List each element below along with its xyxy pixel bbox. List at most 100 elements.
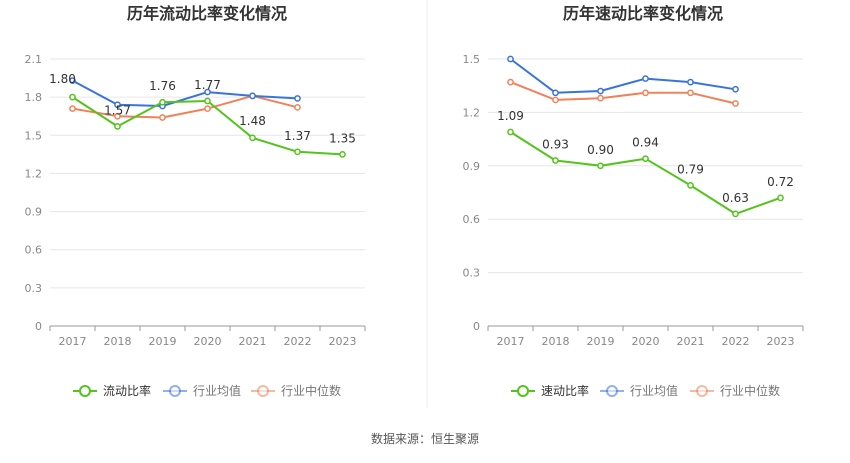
industry-median-series-point [114,112,121,120]
chart-2: 历年速动比率变化情况 0 0.3 0.6 0.9 1.2 1.5 2017 2018 2019 20… [463,4,804,398]
legend-industry-median: 行业中位数 [251,383,341,398]
industry-median-series-point [687,89,694,97]
data-label: 0.94 [632,136,659,150]
primary-series-point [552,157,559,164]
legend-primary: 流动比率 [73,383,151,398]
y-tick-label: 0 [473,320,480,333]
industry-median-series-point [294,103,301,111]
y-tick-label: 1.2 [463,106,481,119]
data-label: 0.72 [767,175,794,189]
primary-series-point [159,98,166,106]
x-tick-label: 2021 [677,335,705,348]
primary-series-point [69,93,76,101]
x-tick-label: 2020 [632,335,660,348]
legend-marker-icon [606,385,618,397]
industry-avg-series-point [507,55,514,63]
primary-series-point [777,194,784,202]
primary-series-point [642,155,649,163]
x-tick-label: 2019 [149,335,177,348]
industry-avg-series-point [732,85,739,93]
legend-marker-icon [169,385,181,397]
industry-avg-series-point [597,87,604,95]
legend-label: 速动比率 [541,383,589,398]
primary-series-point [339,151,346,158]
industry-median-series-point [204,105,211,112]
industry-avg-series-point [294,95,301,102]
y-tick-label: 0.6 [25,244,43,257]
industry-avg-series-point [114,101,121,109]
legend-label: 流动比率 [103,383,151,398]
x-tick-label: 2023 [767,335,795,348]
legend-marker-icon [257,385,269,397]
legend-marker-icon [696,385,708,397]
industry-median-series-point [732,100,739,107]
x-tick-label: 2023 [329,335,357,348]
x-tick-label: 2021 [239,335,267,348]
industry-avg-series-point [687,78,694,86]
data-label: 0.79 [677,162,704,176]
industry-median-series-line [510,81,736,105]
legend-industry-avg: 行业均值 [163,383,241,398]
legend-industry-median: 行业中位数 [690,383,780,398]
x-tick-label: 2018 [104,335,132,348]
primary-series-point [294,148,301,156]
data-label: 1.09 [497,109,524,123]
data-label: 1.76 [149,79,176,93]
y-tick-label: 1.2 [25,167,43,180]
primary-series-point [204,97,211,105]
primary-series-point [507,128,514,136]
chart-title: 历年流动比率变化情况 [127,4,287,23]
industry-median-series-point [552,96,559,104]
data-label: 1.37 [284,129,311,143]
industry-avg-series-point [249,92,256,100]
y-tick-label: 1.8 [25,91,43,104]
primary-series-point [114,123,121,130]
industry-median-series-point [69,105,76,112]
data-label: 0.93 [542,137,569,151]
y-tick-label: 0.3 [25,282,43,295]
data-source-text: 数据来源：恒生聚源 [371,431,479,446]
y-tick-label: 0 [35,320,42,333]
legend-label: 行业均值 [630,383,678,398]
legend-primary: 速动比率 [511,383,589,398]
y-tick-label: 0.3 [463,267,481,280]
industry-avg-series-point [552,89,559,97]
primary-series-point [687,182,694,189]
x-tick-label: 2022 [284,335,312,348]
legend-marker-icon [79,385,91,397]
primary-series-point [597,162,604,170]
primary-series-point [249,134,256,142]
industry-median-series-point [159,114,166,121]
industry-avg-series-point [204,88,211,96]
data-label: 1.77 [194,78,221,92]
x-tick-label: 2017 [497,335,525,348]
industry-median-series-line [72,94,298,119]
industry-median-series-point [597,94,604,102]
data-label: 1.48 [239,114,266,128]
x-tick-label: 2017 [59,335,87,348]
y-tick-label: 1.5 [463,53,481,66]
legend-label: 行业中位数 [720,383,780,398]
y-tick-label: 1.5 [25,129,43,142]
primary-series-point [732,210,739,218]
data-label: 1.80 [49,72,76,86]
y-tick-label: 0.9 [463,160,481,173]
x-tick-label: 2022 [722,335,750,348]
y-tick-label: 0.6 [463,213,481,226]
industry-avg-series-point [69,77,76,84]
industry-median-series-point [507,78,514,86]
x-tick-label: 2018 [542,335,570,348]
data-label: 1.35 [329,131,356,145]
data-label: 0.90 [587,143,614,157]
data-label: 0.63 [722,191,749,205]
data-label: 1.57 [104,103,131,117]
legend-label: 行业均值 [193,383,241,398]
y-tick-label: 0.9 [25,206,43,219]
chart-1: 历年流动比率变化情况 0 0.3 0.6 0.9 1.2 1.5 1.8 2.1 2017 2018… [25,4,366,398]
legend-industry-avg: 行业均值 [600,383,678,398]
industry-median-series-point [642,89,649,97]
industry-avg-series-point [642,75,649,82]
legend-marker-icon [517,385,529,397]
